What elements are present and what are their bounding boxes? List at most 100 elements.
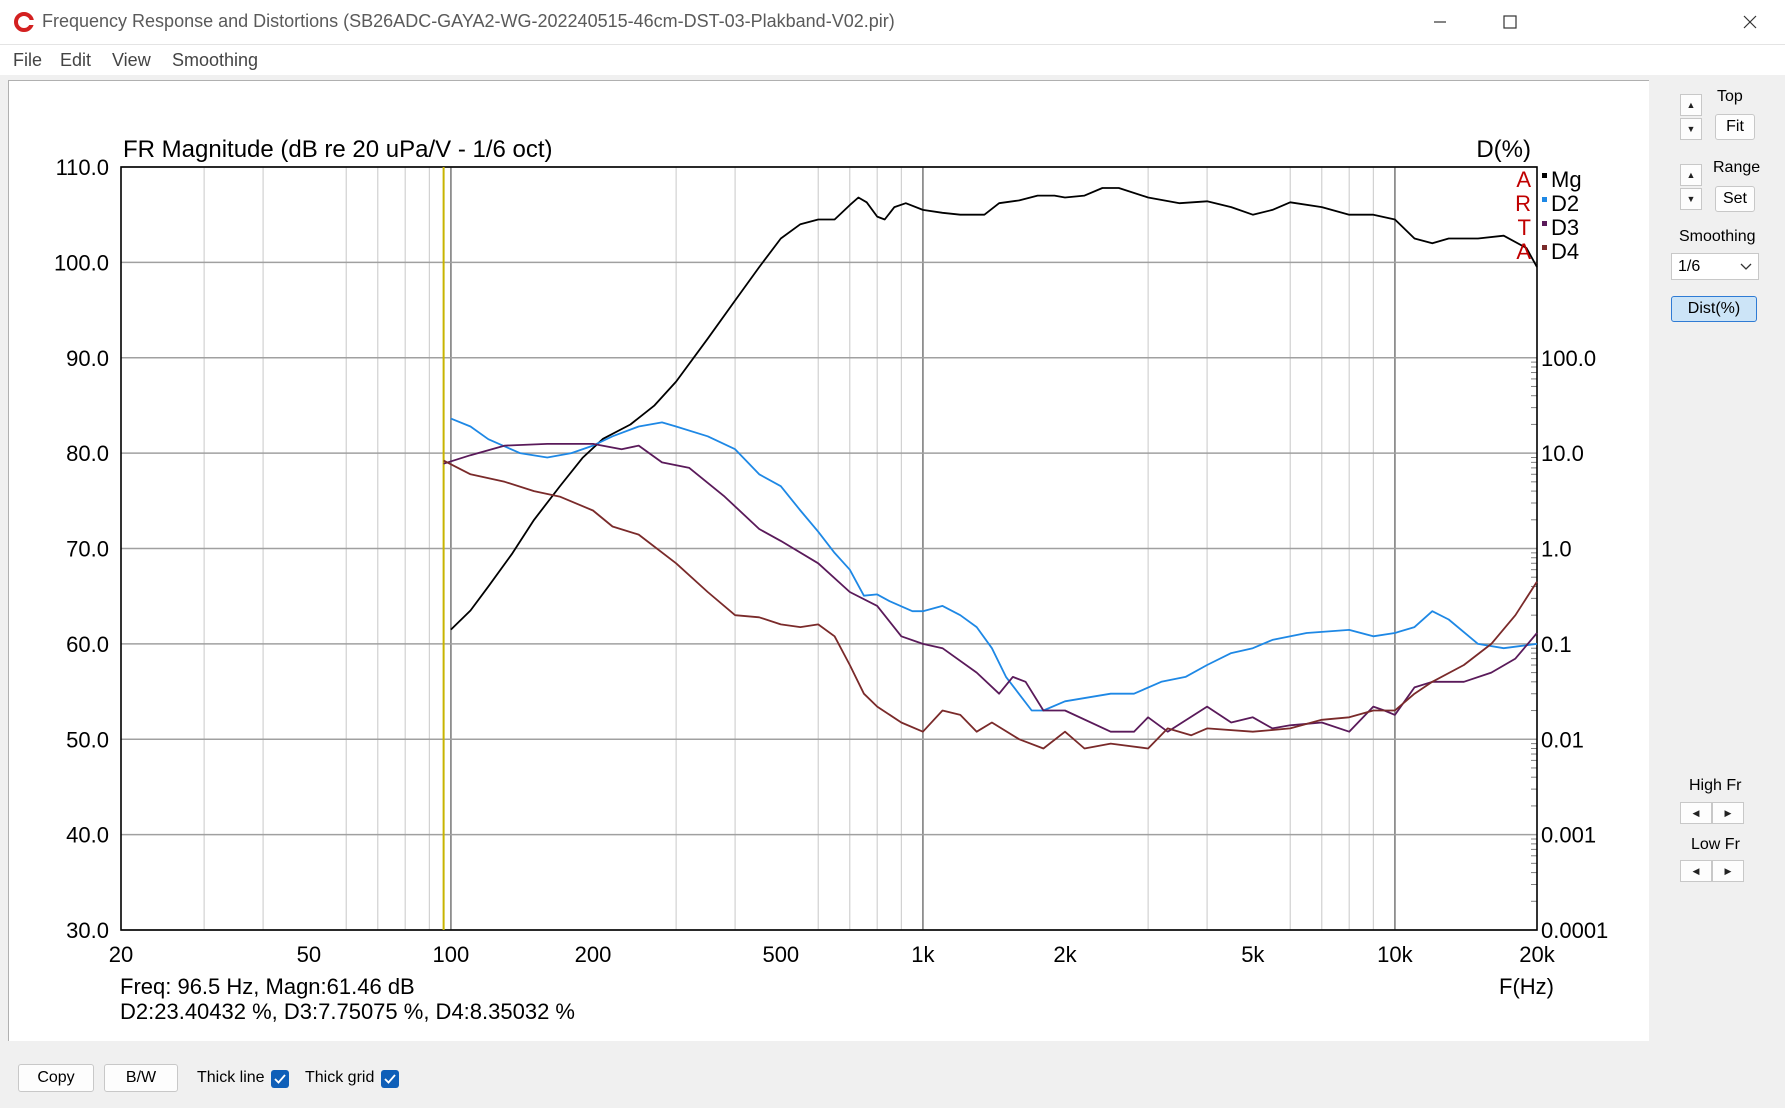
- x-tick-label: 1k: [911, 942, 935, 967]
- high-fr-label: High Fr: [1689, 777, 1742, 794]
- chevron-down-icon: [1740, 263, 1752, 270]
- x-tick-label: 20k: [1519, 942, 1555, 967]
- top-down-button[interactable]: ▼: [1680, 118, 1702, 140]
- minimize-icon: [1434, 21, 1446, 23]
- range-up-button[interactable]: ▲: [1680, 164, 1702, 186]
- y-tick-label-right: 0.001: [1541, 823, 1596, 848]
- y-tick-label-right: 1.0: [1541, 537, 1572, 562]
- legend-swatch: [1542, 221, 1547, 226]
- y-tick-label-left: 30.0: [66, 918, 109, 943]
- high-fr-left-button[interactable]: ◀: [1680, 802, 1712, 824]
- menu-file[interactable]: File: [13, 50, 43, 70]
- thick-line-checkbox[interactable]: [271, 1070, 289, 1088]
- y-tick-label-left: 90.0: [66, 346, 109, 371]
- arrow-up-icon: ▲: [1686, 100, 1696, 110]
- y-tick-label-left: 50.0: [66, 727, 109, 752]
- arrow-right-icon: ▶: [1724, 865, 1732, 876]
- series-line-d4: [443, 459, 1538, 750]
- y-tick-label-left: 110.0: [56, 155, 109, 180]
- checkmark-icon: [274, 1074, 286, 1084]
- dist-percent-button[interactable]: Dist(%): [1671, 296, 1757, 322]
- minimize-button[interactable]: [1405, 0, 1475, 44]
- control-panel: ▲ ▼ Top Fit ▲ ▼ Range Set Smoothing 1/6 …: [1650, 76, 1785, 1046]
- legend-swatch: [1542, 245, 1547, 250]
- x-tick-label: 100: [433, 942, 470, 967]
- chart-title: FR Magnitude (dB re 20 uPa/V - 1/6 oct): [123, 136, 553, 163]
- y-tick-label-right: 100.0: [1541, 346, 1596, 371]
- y-tick-label-left: 70.0: [66, 537, 109, 562]
- menu-smoothing[interactable]: Smoothing: [172, 50, 259, 70]
- legend-swatch: [1542, 173, 1547, 178]
- x-tick-label: 2k: [1053, 942, 1077, 967]
- arrow-right-icon: ▶: [1724, 807, 1732, 818]
- close-button[interactable]: [1715, 0, 1785, 44]
- menu-view[interactable]: View: [112, 50, 151, 70]
- bottom-toolbar: Copy B/W Thick line Thick grid: [0, 1044, 1785, 1108]
- y-tick-label-left: 100.0: [54, 250, 109, 275]
- x-tick-label: 10k: [1377, 942, 1413, 967]
- legend-label: Mg: [1551, 167, 1582, 192]
- low-fr-label: Low Fr: [1691, 836, 1740, 853]
- legend-side-letter: A: [1516, 167, 1531, 192]
- legend-swatch: [1542, 197, 1547, 202]
- y-tick-label-left: 60.0: [66, 632, 109, 657]
- thick-grid-checkbox[interactable]: [381, 1070, 399, 1088]
- range-down-button[interactable]: ▼: [1680, 188, 1702, 210]
- legend-side-letter: A: [1516, 239, 1531, 264]
- legend-label: D3: [1551, 215, 1579, 240]
- high-fr-right-button[interactable]: ▶: [1712, 802, 1744, 824]
- fit-button[interactable]: Fit: [1715, 114, 1755, 140]
- maximize-button[interactable]: [1475, 0, 1545, 44]
- x-tick-label: 50: [297, 942, 321, 967]
- menu-bar: File Edit View Smoothing: [0, 45, 1785, 75]
- plot-frame: [120, 166, 1538, 931]
- y-tick-label-right: 0.01: [1541, 727, 1584, 752]
- x-tick-label: 200: [575, 942, 612, 967]
- low-fr-left-button[interactable]: ◀: [1680, 860, 1712, 882]
- title-bar: Frequency Response and Distortions (SB26…: [0, 0, 1785, 45]
- y-tick-label-left: 80.0: [66, 441, 109, 466]
- smoothing-value: 1/6: [1678, 258, 1701, 275]
- series-line-d2: [450, 417, 1538, 712]
- thick-grid-label: Thick grid: [305, 1069, 375, 1086]
- arrow-left-icon: ◀: [1692, 865, 1700, 876]
- copy-button[interactable]: Copy: [18, 1064, 94, 1092]
- series-line-mg: [450, 187, 1538, 631]
- y-tick-label-right: 10.0: [1541, 441, 1584, 466]
- maximize-icon: [1503, 15, 1517, 29]
- checkmark-icon: [384, 1074, 396, 1084]
- thick-line-label: Thick line: [197, 1069, 265, 1086]
- set-button[interactable]: Set: [1715, 186, 1755, 212]
- legend-label: D2: [1551, 191, 1579, 216]
- cursor-readout-line2: D2:23.40432 %, D3:7.75075 %, D4:8.35032 …: [120, 999, 575, 1024]
- bw-button[interactable]: B/W: [104, 1064, 178, 1092]
- legend-label: D4: [1551, 239, 1579, 264]
- x-tick-label: 500: [762, 942, 799, 967]
- y-tick-label-right: 0.1: [1541, 632, 1572, 657]
- y-tick-label-left: 40.0: [66, 823, 109, 848]
- right-axis-title: D(%): [1476, 136, 1531, 163]
- frequency-response-chart[interactable]: FR Magnitude (dB re 20 uPa/V - 1/6 oct) D…: [9, 81, 1649, 1041]
- x-tick-label: 20: [109, 942, 133, 967]
- arrow-left-icon: ◀: [1692, 807, 1700, 818]
- cursor-readout-line1: Freq: 96.5 Hz, Magn:61.46 dB: [120, 974, 415, 999]
- legend-side-letter: R: [1515, 191, 1531, 216]
- top-up-button[interactable]: ▲: [1680, 94, 1702, 116]
- close-icon: [1743, 15, 1757, 29]
- x-tick-label: 5k: [1241, 942, 1265, 967]
- low-fr-right-button[interactable]: ▶: [1712, 860, 1744, 882]
- app-logo-icon: [14, 12, 34, 32]
- arrow-up-icon: ▲: [1686, 170, 1696, 180]
- arrow-down-icon: ▼: [1686, 194, 1696, 204]
- plot-area[interactable]: FR Magnitude (dB re 20 uPa/V - 1/6 oct) D…: [8, 80, 1649, 1041]
- smoothing-select[interactable]: 1/6: [1671, 253, 1759, 280]
- x-axis-label: F(Hz): [1499, 974, 1554, 999]
- menu-edit[interactable]: Edit: [60, 50, 92, 70]
- top-label: Top: [1717, 88, 1743, 105]
- window-title: Frequency Response and Distortions (SB26…: [42, 11, 895, 31]
- smoothing-label: Smoothing: [1679, 228, 1756, 245]
- arrow-down-icon: ▼: [1686, 124, 1696, 134]
- y-tick-label-right: 0.0001: [1541, 918, 1608, 943]
- legend-side-letter: T: [1518, 215, 1531, 240]
- range-label: Range: [1713, 159, 1761, 176]
